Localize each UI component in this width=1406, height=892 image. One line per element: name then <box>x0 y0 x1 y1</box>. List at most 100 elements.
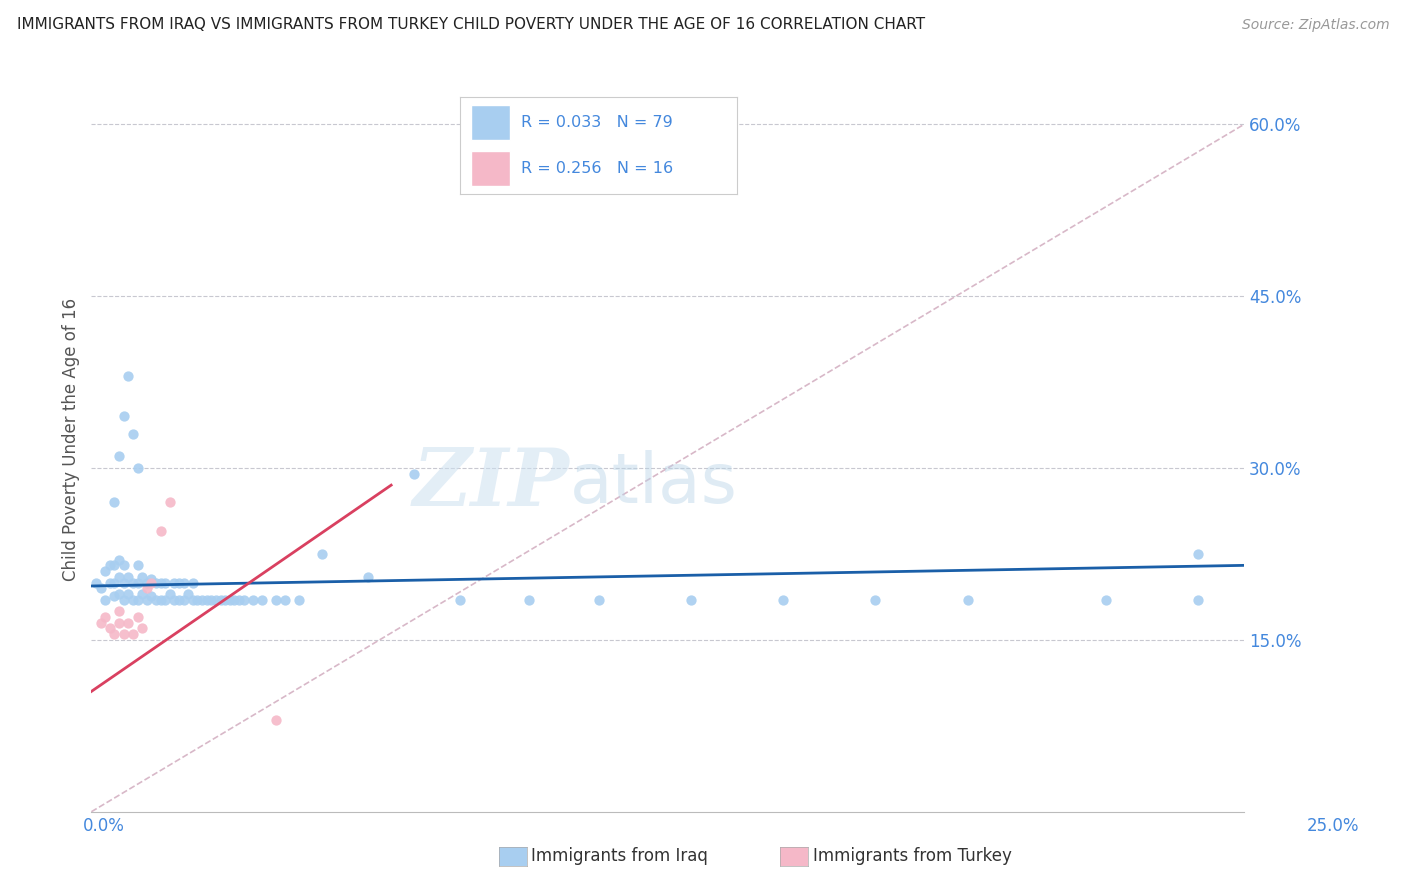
Point <box>117 369 139 384</box>
Point <box>191 592 214 607</box>
Point <box>141 575 163 590</box>
Point <box>772 592 794 607</box>
Point <box>131 587 153 601</box>
Point <box>149 575 172 590</box>
Point <box>181 575 204 590</box>
Point <box>242 592 264 607</box>
Point <box>214 592 236 607</box>
Point <box>167 575 190 590</box>
Text: Immigrants from Turkey: Immigrants from Turkey <box>813 847 1011 865</box>
Point <box>167 592 190 607</box>
Point <box>94 564 117 578</box>
Point <box>149 592 172 607</box>
Point <box>127 610 149 624</box>
Point <box>1187 547 1209 561</box>
Point <box>127 558 149 573</box>
Point <box>1095 592 1118 607</box>
Point <box>112 575 135 590</box>
Point <box>117 570 139 584</box>
Point <box>145 575 167 590</box>
Point <box>103 589 125 603</box>
Point <box>112 558 135 573</box>
Point <box>112 409 135 424</box>
Point <box>173 592 195 607</box>
Point <box>173 575 195 590</box>
Point <box>94 592 117 607</box>
Point <box>141 572 163 586</box>
Point <box>264 713 287 727</box>
Point <box>108 570 131 584</box>
Text: Source: ZipAtlas.com: Source: ZipAtlas.com <box>1241 18 1389 31</box>
Point <box>103 558 125 573</box>
Point <box>232 592 254 607</box>
Point <box>131 570 153 584</box>
Point <box>153 575 176 590</box>
Point <box>117 615 139 630</box>
Point <box>200 592 222 607</box>
Point <box>127 461 149 475</box>
Text: atlas: atlas <box>569 450 738 517</box>
Point <box>186 592 208 607</box>
Point <box>108 450 131 464</box>
Point <box>163 592 186 607</box>
Point <box>135 592 157 607</box>
Point <box>404 467 426 481</box>
Point <box>112 627 135 641</box>
Point <box>1187 592 1209 607</box>
Point <box>122 592 145 607</box>
Point <box>145 592 167 607</box>
Point <box>250 592 273 607</box>
Point <box>274 592 297 607</box>
Y-axis label: Child Poverty Under the Age of 16: Child Poverty Under the Age of 16 <box>62 298 80 581</box>
Point <box>159 587 181 601</box>
Point <box>195 592 218 607</box>
Text: 25.0%: 25.0% <box>1306 817 1360 835</box>
Point <box>679 592 702 607</box>
Point <box>228 592 250 607</box>
Text: 0.0%: 0.0% <box>83 817 125 835</box>
Text: Immigrants from Iraq: Immigrants from Iraq <box>531 847 709 865</box>
Point <box>90 582 112 596</box>
Point <box>108 615 131 630</box>
Point <box>177 587 200 601</box>
Point <box>122 575 145 590</box>
Point <box>224 592 246 607</box>
Point <box>98 621 121 635</box>
Point <box>127 575 149 590</box>
Point <box>103 627 125 641</box>
Text: ZIP: ZIP <box>413 445 569 523</box>
Point <box>311 547 333 561</box>
Point <box>84 575 107 590</box>
Point <box>209 592 232 607</box>
Point <box>131 621 153 635</box>
Point <box>127 592 149 607</box>
Point <box>218 592 240 607</box>
Point <box>122 426 145 441</box>
Point <box>357 570 380 584</box>
Point <box>108 552 131 566</box>
Point <box>122 627 145 641</box>
Point <box>103 575 125 590</box>
Point <box>159 495 181 509</box>
Point <box>865 592 887 607</box>
Point <box>108 587 131 601</box>
Point <box>94 610 117 624</box>
Point <box>149 524 172 538</box>
Point <box>264 592 287 607</box>
Point <box>103 495 125 509</box>
Point <box>98 575 121 590</box>
Point <box>135 575 157 590</box>
Point <box>205 592 228 607</box>
Text: IMMIGRANTS FROM IRAQ VS IMMIGRANTS FROM TURKEY CHILD POVERTY UNDER THE AGE OF 16: IMMIGRANTS FROM IRAQ VS IMMIGRANTS FROM … <box>17 17 925 31</box>
Point <box>98 558 121 573</box>
Point <box>956 592 979 607</box>
Point <box>90 615 112 630</box>
Point <box>519 592 541 607</box>
Point <box>112 592 135 607</box>
Point <box>117 587 139 601</box>
Point <box>163 575 186 590</box>
Point <box>288 592 311 607</box>
Point <box>108 604 131 618</box>
Point <box>181 592 204 607</box>
Point <box>449 592 471 607</box>
